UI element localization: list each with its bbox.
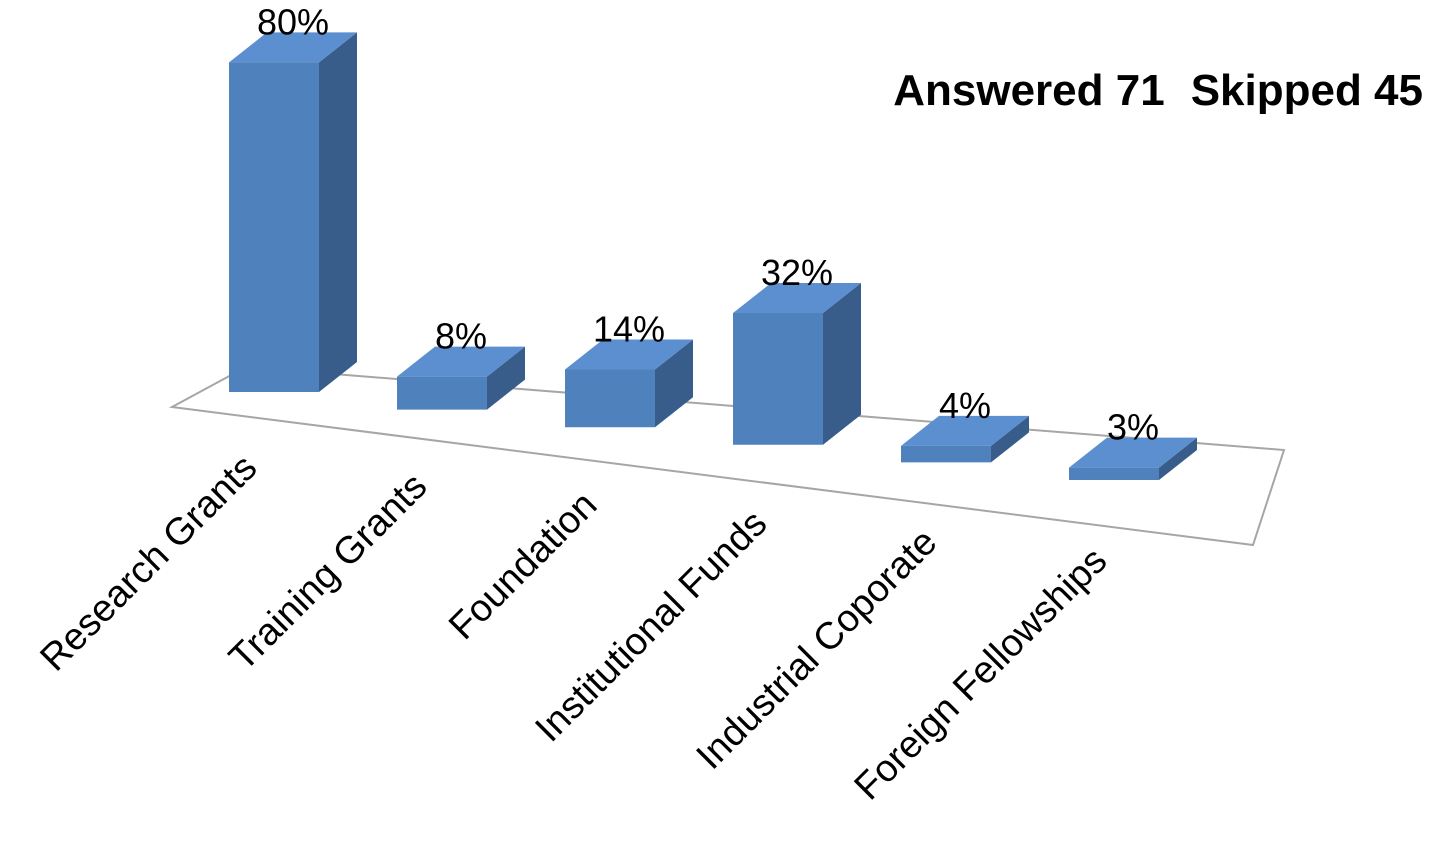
bar-front-face [229,62,319,393]
bar-research-grants [229,32,357,393]
bar-side-face [823,283,861,445]
bar-top-face [229,32,357,63]
bar-front-face [901,445,991,463]
bar-top-face [733,283,861,313]
data-label: 8% [435,316,487,357]
bar-foundation [565,339,693,428]
bar-institutional-funds [733,283,861,445]
bar-top-face [565,339,693,370]
bar-top-face [901,415,1029,446]
data-label: 3% [1107,407,1159,448]
bar-front-face [565,369,655,428]
bar-front-face [733,313,823,445]
bar-side-face [655,339,693,428]
bar-side-face [487,346,525,410]
bar-foreign-fellowships [1069,437,1197,480]
data-label: 32% [761,252,833,293]
answered-count: Answered 71 [893,66,1165,115]
data-label: 4% [939,385,991,426]
bar-side-face [1159,437,1197,480]
data-label: 80% [257,1,329,42]
bar-industrial-coporate [901,415,1029,463]
chart-floor [168,365,1286,547]
bar-side-face [319,32,357,393]
bar-top-face [397,346,525,377]
tick-label: Training Grants [221,465,435,679]
skipped-count: Skipped 45 [1190,66,1423,115]
response-stats: Answered 71 Skipped 45 [844,16,1423,166]
bar-top-face [1069,437,1197,468]
bar-front-face [397,376,487,410]
bar-side-face [991,415,1029,463]
data-label: 14% [593,309,665,350]
bar-training-grants [397,346,525,410]
bar-front-face [1069,467,1159,480]
tick-label: Foundation [441,484,605,648]
